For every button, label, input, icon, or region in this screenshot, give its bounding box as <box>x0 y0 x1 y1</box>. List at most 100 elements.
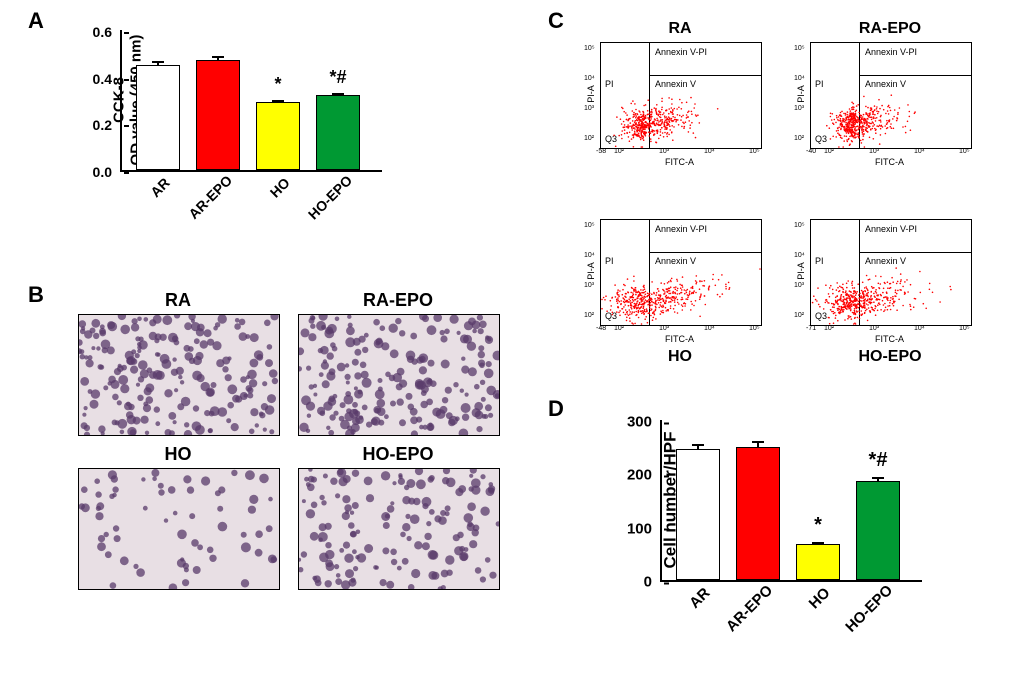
figure-root: A B C D CCK-8 OD value (450 nm)0.00.20.4… <box>0 0 1020 686</box>
x-label-HO-EPO: HO-EPO <box>305 172 355 222</box>
flow-x-origin: -58 <box>596 148 606 155</box>
y-tick: 200 <box>627 467 662 484</box>
flow-plot-HO: PIAnnexin V-PIQ3Annexin VPI-AFITC-A10²10… <box>600 219 760 324</box>
error-bar <box>697 444 699 450</box>
flow-title-HO: HO <box>668 348 692 366</box>
x-label-HO: HO <box>267 175 293 201</box>
flow-x-tick: 10⁴ <box>704 148 715 155</box>
x-label-HO: HO <box>806 584 834 612</box>
flow-title-RA-EPO: RA-EPO <box>859 20 921 38</box>
bar-AR-EPO <box>736 447 780 580</box>
micrograph-RA <box>78 314 280 436</box>
flow-x-tick: 10⁵ <box>959 148 970 155</box>
bar-HO-EPO <box>316 95 360 170</box>
flow-x-origin: -40 <box>806 148 816 155</box>
x-label-AR-EPO: AR-EPO <box>723 582 776 635</box>
y-tick: 0.4 <box>93 71 122 87</box>
flow-x-tick: 10⁵ <box>749 148 760 155</box>
micrograph-HO <box>78 468 280 590</box>
flow-x-tick: 10⁵ <box>959 325 970 332</box>
flow-x-origin: -71 <box>806 325 816 332</box>
flow-title-HO-EPO: HO-EPO <box>858 348 921 366</box>
flow-y-tick: 10⁴ <box>584 75 595 82</box>
flow-x-tick: 10³ <box>869 148 879 155</box>
micrograph-HO-EPO <box>298 468 500 590</box>
micrograph-title-RA-EPO: RA-EPO <box>363 290 433 311</box>
flow-y-tick: 10³ <box>794 105 804 112</box>
error-bar <box>877 477 879 482</box>
flow-y-tick: 10² <box>794 312 804 319</box>
flow-y-tick: 10² <box>794 135 804 142</box>
y-tick: 100 <box>627 520 662 537</box>
bar-AR <box>676 449 720 580</box>
panel-label-A: A <box>28 8 44 34</box>
panel-label-D: D <box>548 396 564 422</box>
flow-x-tick: 10⁴ <box>914 148 925 155</box>
flow-x-tick: 10² <box>824 148 834 155</box>
flow-y-tick: 10² <box>584 312 594 319</box>
flow-x-tick: 10³ <box>659 148 669 155</box>
micrograph-title-HO-EPO: HO-EPO <box>362 444 433 465</box>
flow-y-axis-label: PI-A <box>586 85 596 103</box>
flow-x-axis-label: FITC-A <box>665 157 694 167</box>
flow-plot-RA-EPO: PIAnnexin V-PIQ3Annexin VPI-AFITC-A10²10… <box>810 42 970 147</box>
y-tick: 0.0 <box>93 164 122 180</box>
micrograph-RA-EPO <box>298 314 500 436</box>
flow-plot-HO-EPO: PIAnnexin V-PIQ3Annexin VPI-AFITC-A10²10… <box>810 219 970 324</box>
bar-HO <box>256 102 300 170</box>
flow-x-tick: 10² <box>614 148 624 155</box>
flow-y-tick: 10⁴ <box>584 252 595 259</box>
x-label-AR: AR <box>147 175 173 201</box>
error-bar <box>757 441 759 447</box>
flow-x-tick: 10⁴ <box>704 325 715 332</box>
flow-y-tick: 10⁴ <box>794 252 805 259</box>
flow-x-tick: 10³ <box>869 325 879 332</box>
bar-HO-EPO <box>856 481 900 580</box>
x-label-AR-EPO: AR-EPO <box>186 172 236 222</box>
flow-y-tick: 10³ <box>584 105 594 112</box>
error-bar <box>277 100 279 104</box>
flow-y-tick: 10⁵ <box>794 45 805 52</box>
flow-y-tick: 10² <box>584 135 594 142</box>
flow-y-tick: 10⁵ <box>584 45 595 52</box>
significance-marker: *# <box>329 67 346 88</box>
bar-HO <box>796 544 840 580</box>
flow-x-tick: 10² <box>824 325 834 332</box>
flow-x-axis-label: FITC-A <box>875 157 904 167</box>
error-bar <box>337 93 339 97</box>
flow-y-tick: 10⁵ <box>794 222 805 229</box>
flow-x-axis-label: FITC-A <box>875 334 904 344</box>
flow-x-origin: -48 <box>596 325 606 332</box>
cell-number-bar-chart: Cell number/HPF0100200300ARAR-EPOHO*HO-E… <box>660 420 922 582</box>
error-bar <box>217 56 219 62</box>
panel-label-B: B <box>28 282 44 308</box>
flow-y-tick: 10⁴ <box>794 75 805 82</box>
cck8-bar-chart: CCK-8 OD value (450 nm)0.00.20.40.6ARAR-… <box>120 30 382 172</box>
bar-AR-EPO <box>196 60 240 170</box>
micrograph-title-HO: HO <box>165 444 192 465</box>
flow-y-axis-label: PI-A <box>796 85 806 103</box>
error-bar <box>817 542 819 545</box>
flow-plot-RA: PIAnnexin V-PIQ3Annexin VPI-AFITC-A10²10… <box>600 42 760 147</box>
bar-AR <box>136 65 180 170</box>
flow-y-tick: 10³ <box>584 282 594 289</box>
flow-title-RA: RA <box>668 20 691 38</box>
panel-label-C: C <box>548 8 564 34</box>
y-tick: 0.2 <box>93 117 122 133</box>
y-tick: 300 <box>627 414 662 431</box>
flow-y-tick: 10⁵ <box>584 222 595 229</box>
flow-x-tick: 10² <box>614 325 624 332</box>
flow-x-tick: 10⁵ <box>749 325 760 332</box>
flow-x-tick: 10⁴ <box>914 325 925 332</box>
flow-x-axis-label: FITC-A <box>665 334 694 344</box>
flow-x-tick: 10³ <box>659 325 669 332</box>
error-bar <box>157 61 159 66</box>
x-label-HO-EPO: HO-EPO <box>843 582 897 636</box>
significance-marker: *# <box>869 449 888 472</box>
significance-marker: * <box>274 74 281 95</box>
y-tick: 0.6 <box>93 24 122 40</box>
x-label-AR: AR <box>686 584 713 611</box>
micrograph-title-RA: RA <box>165 290 191 311</box>
significance-marker: * <box>814 514 822 537</box>
flow-y-tick: 10³ <box>794 282 804 289</box>
